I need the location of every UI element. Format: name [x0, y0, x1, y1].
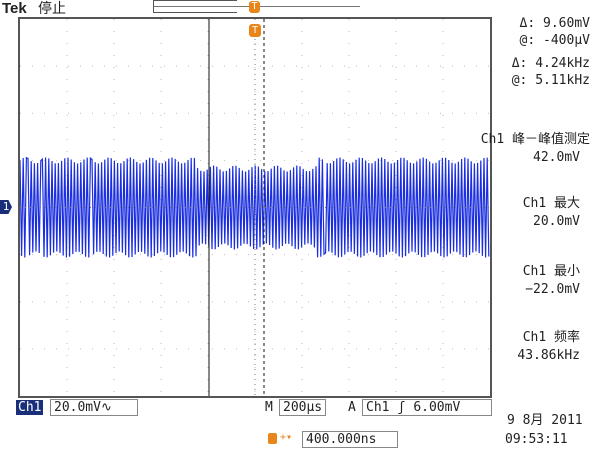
trigger-position[interactable]: 400.000ns	[302, 431, 398, 448]
trigger-marker-icon[interactable]: T	[249, 24, 261, 37]
cursor-at-voltage: @: -400μV	[519, 33, 590, 48]
measurement-label: Ch1 频率	[522, 330, 580, 345]
vertical-scale[interactable]: 20.0mV∿	[50, 399, 138, 416]
waveform-graticule	[18, 17, 492, 398]
measurement-value: 43.86kHz	[517, 348, 580, 363]
channel1-marker-icon[interactable]: 1	[0, 200, 12, 214]
trigger-slope-icon: ʃ	[397, 400, 406, 415]
measurement-label: Ch1 峰－峰值测定	[480, 132, 590, 147]
waveform-trace	[20, 156, 490, 258]
timebase-label: M	[265, 400, 273, 415]
channel1-button[interactable]: Ch1	[16, 400, 44, 415]
measurement-value: −22.0mV	[525, 282, 580, 297]
brand-logo: Tek	[2, 0, 27, 17]
trigger-source: Ch1	[366, 400, 390, 415]
cursor-at-frequency: @: 5.11kHz	[511, 73, 590, 88]
measurement-label: Ch1 最大	[522, 196, 580, 211]
acquisition-status: 停止	[38, 1, 66, 17]
trigger-offset-icon	[268, 433, 277, 444]
measurement-value: 20.0mV	[533, 214, 580, 229]
trigger-label: A	[348, 400, 356, 415]
trigger-position-icon: T	[249, 1, 260, 13]
timebase-value[interactable]: 200μs	[279, 399, 327, 416]
date: 9 8月 2011	[507, 413, 583, 428]
cursor-delta-voltage: Δ: 9.60mV	[519, 16, 590, 31]
record-window	[153, 0, 237, 13]
measurement-value: 42.0mV	[533, 150, 580, 165]
trigger-settings[interactable]: Ch1 ʃ 6.00mV	[362, 399, 492, 416]
cursor-delta-frequency: Δ: 4.24kHz	[511, 56, 590, 71]
measurement-label: Ch1 最小	[522, 264, 580, 279]
arrow-icon: +▾	[280, 432, 293, 443]
trigger-level: 6.00mV	[413, 400, 461, 415]
time: 09:53:11	[505, 432, 568, 447]
